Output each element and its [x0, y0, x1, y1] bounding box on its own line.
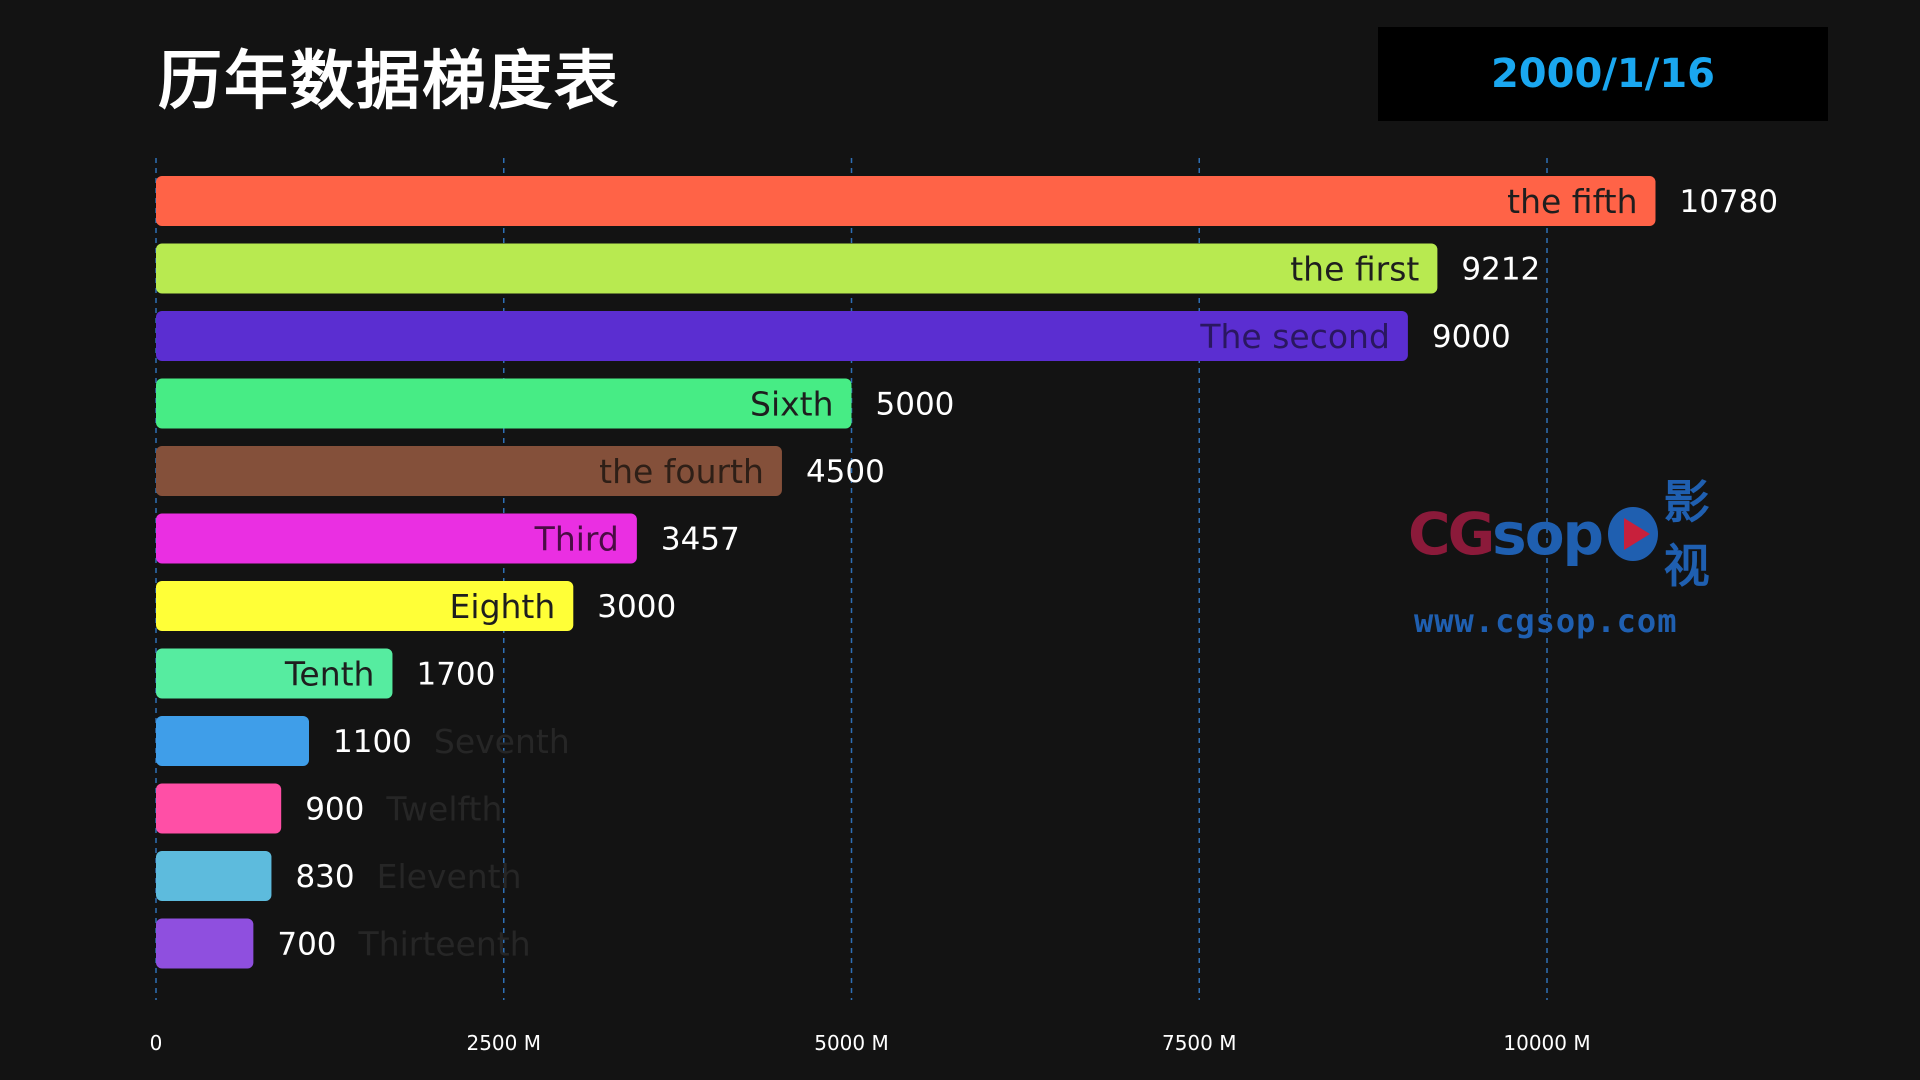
bar-value-label: 5000: [876, 387, 955, 423]
bar-sixth: [156, 378, 852, 429]
bar-eleventh: [156, 851, 272, 901]
watermark-sop: sop: [1492, 500, 1604, 568]
bar-thirteenth: [156, 918, 254, 969]
bar-value-label: 4500: [806, 454, 885, 490]
bar-value-label: 700: [277, 927, 336, 963]
bar-the-fifth: [156, 176, 1656, 226]
bar-name-label: the fourth: [599, 452, 764, 491]
bar-name-label: Third: [534, 520, 619, 559]
bar-name-label: The second: [1199, 317, 1390, 356]
play-icon: [1608, 507, 1658, 561]
bar-the-fourth: [156, 446, 782, 496]
bar-name-label: the fifth: [1507, 182, 1637, 221]
bar-value-label: 830: [295, 859, 354, 895]
bar-name-label: Eleventh: [377, 857, 522, 896]
bar-value-label: 3000: [597, 589, 676, 625]
bar-value-label: 9000: [1432, 319, 1511, 355]
bar-the-second: [156, 311, 1408, 361]
bar-value-label: 1100: [333, 724, 412, 760]
watermark-url: www.cgsop.com: [1414, 602, 1678, 640]
bar-name-label: Seventh: [434, 722, 570, 761]
bar-seventh: [156, 716, 310, 766]
bar-name-label: Twelfth: [385, 790, 502, 829]
x-tick-label: 7500 M: [1162, 1031, 1237, 1055]
bar-third: [156, 513, 637, 564]
bar-name-label: Eighth: [450, 587, 556, 626]
bar-twelfth: [156, 783, 282, 834]
watermark-cg: CG: [1408, 500, 1495, 568]
x-tick-label: 0: [150, 1031, 163, 1055]
x-tick-label: 5000 M: [814, 1031, 889, 1055]
bar-value-label: 900: [305, 792, 364, 828]
bar-name-label: Tenth: [284, 655, 375, 694]
bar-tenth: [156, 648, 393, 699]
bar-name-label: the first: [1290, 250, 1419, 289]
bar-value-label: 3457: [661, 522, 740, 558]
date-panel: 2000/1/16: [1378, 27, 1828, 121]
watermark-cn: 影视: [1663, 475, 1710, 593]
bar-name-label: Sixth: [750, 385, 834, 424]
bar-value-label: 10780: [1679, 184, 1778, 220]
chart-title: 历年数据梯度表: [158, 45, 620, 119]
bar-value-label: 1700: [416, 657, 495, 693]
bar-the-first: [156, 243, 1438, 294]
x-tick-label: 2500 M: [466, 1031, 541, 1055]
date-label: 2000/1/16: [1490, 51, 1716, 97]
bar-value-label: 9212: [1461, 252, 1540, 288]
x-tick-label: 10000 M: [1503, 1031, 1590, 1055]
watermark: CGsop 影视 www.cgsop.com: [1408, 470, 1748, 640]
bar-eighth: [156, 581, 574, 631]
bar-name-label: Thirteenth: [358, 925, 531, 964]
watermark-logo: CGsop 影视: [1408, 470, 1748, 598]
